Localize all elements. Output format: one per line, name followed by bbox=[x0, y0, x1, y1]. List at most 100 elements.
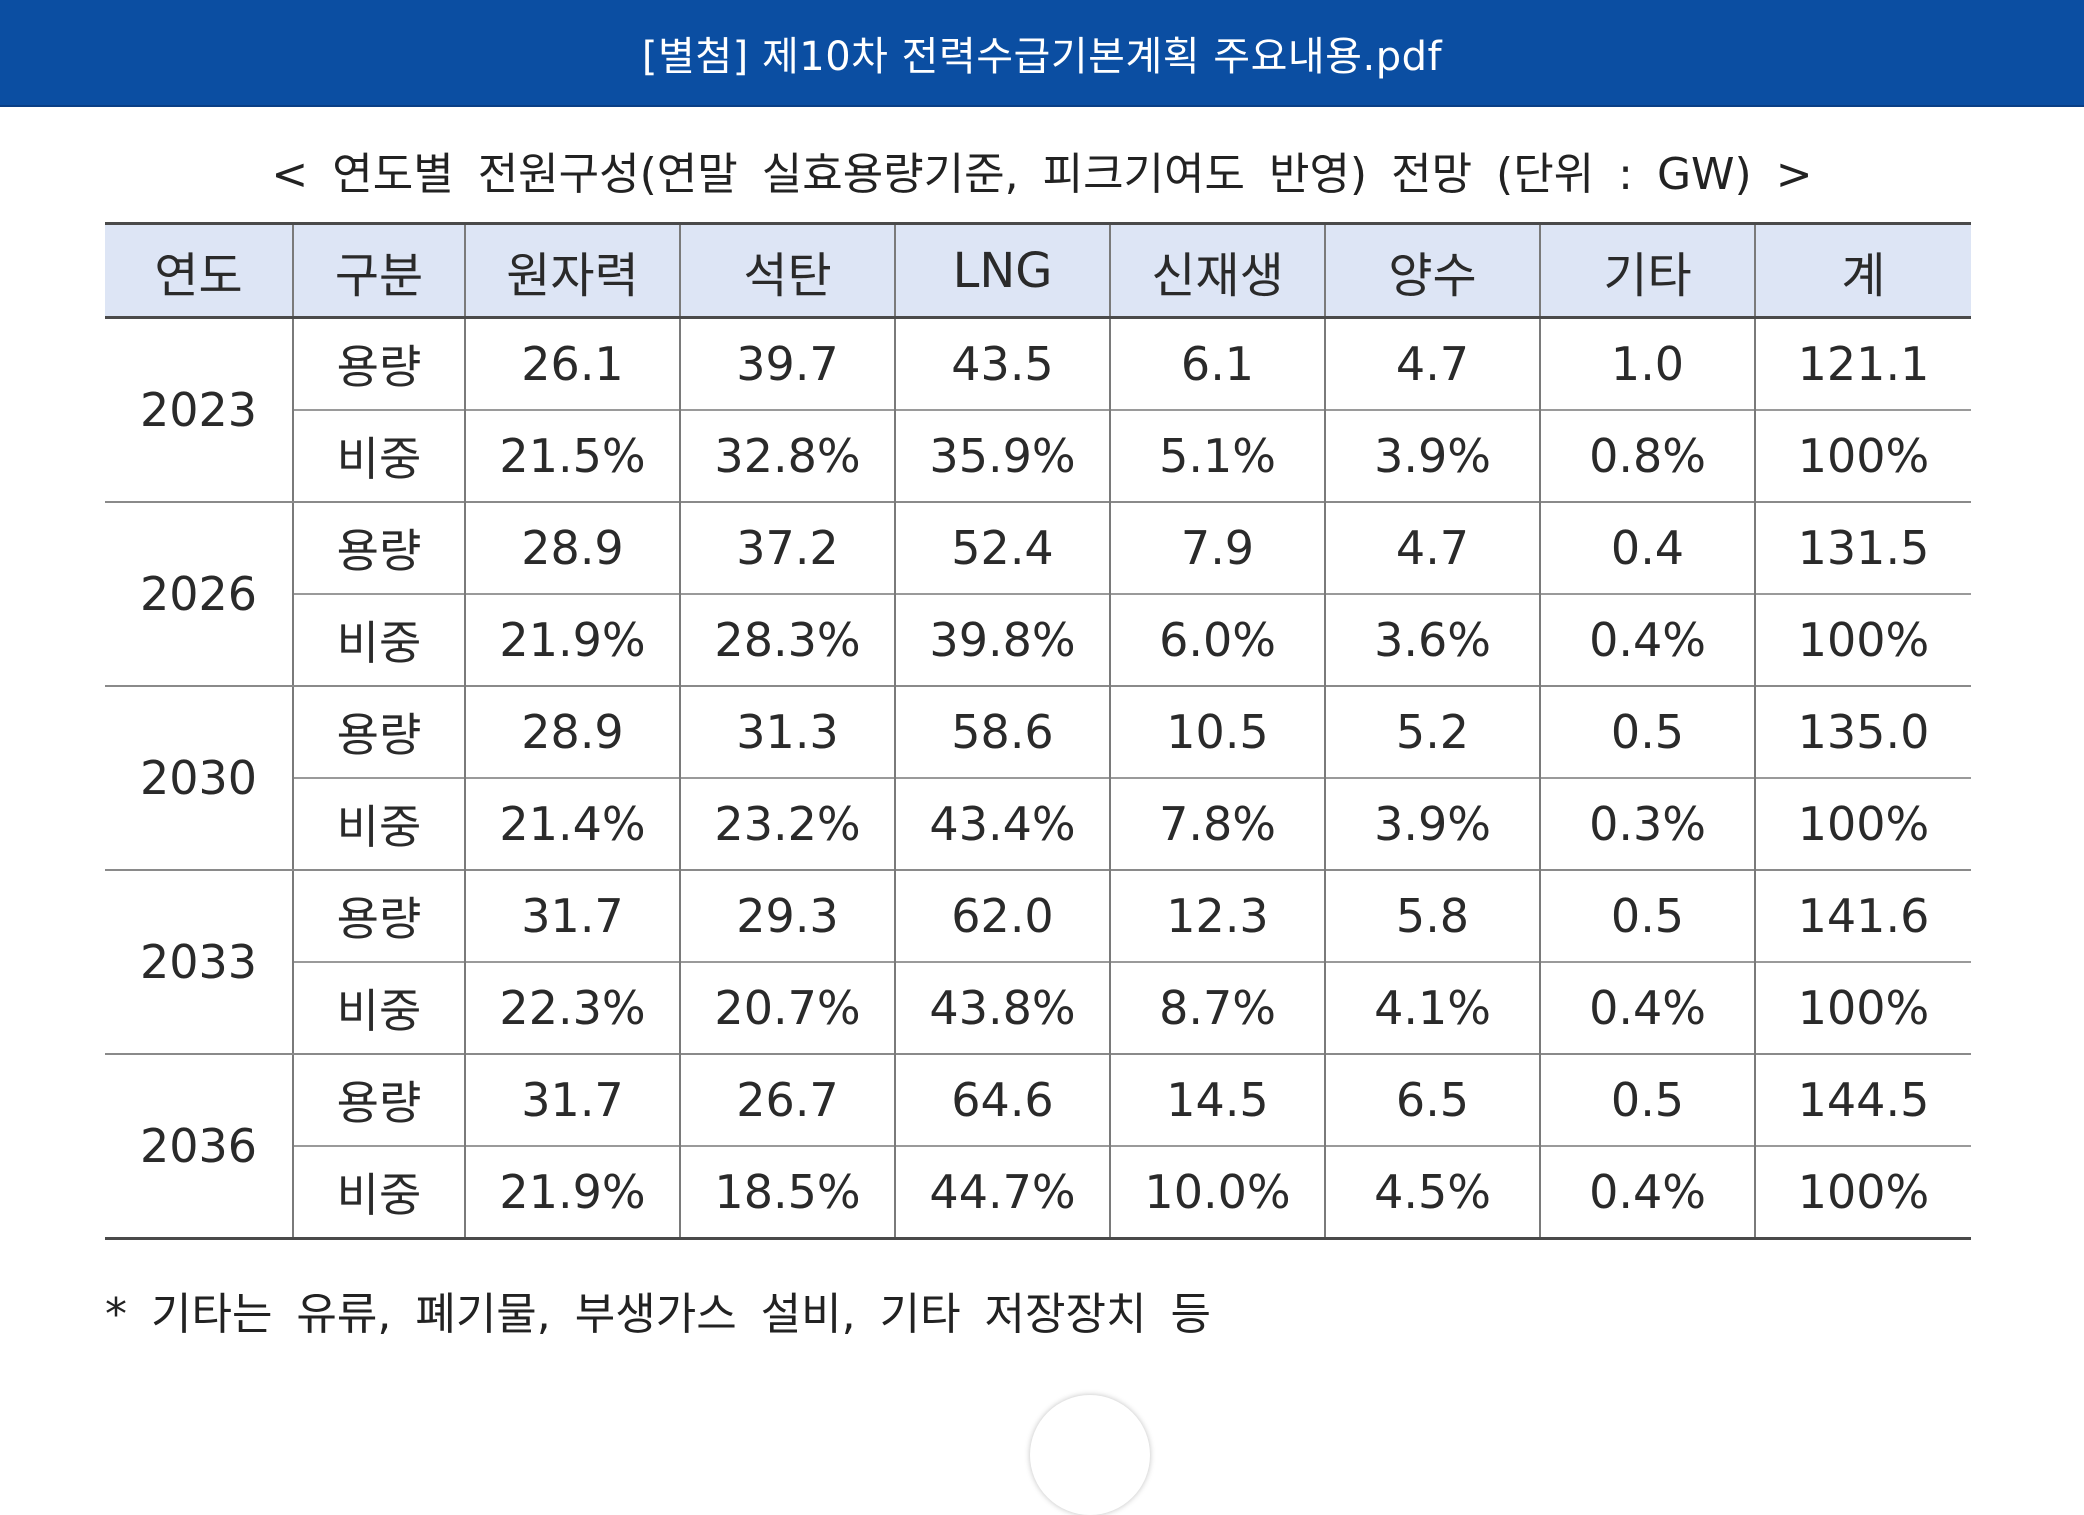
value-cell: 4.7 bbox=[1324, 317, 1540, 410]
value-cell: 21.9% bbox=[464, 593, 680, 686]
value-cell: 23.2% bbox=[679, 777, 895, 870]
value-cell: 26.1 bbox=[464, 317, 680, 410]
year-cell: 2030 bbox=[105, 685, 293, 871]
value-cell: 39.8% bbox=[894, 593, 1110, 686]
table-row: 2023 용량 26.1 39.7 43.5 6.1 4.7 1.0 121.1 bbox=[105, 317, 1971, 503]
column-header-total: 계 bbox=[1754, 222, 1971, 319]
table-row: 2026 용량 28.9 37.2 52.4 7.9 4.7 0.4 131.5 bbox=[105, 501, 1971, 687]
value-cell: 100% bbox=[1754, 961, 1971, 1054]
table-body: 2023 용량 26.1 39.7 43.5 6.1 4.7 1.0 121.1 비중 21.5% 3… bbox=[105, 317, 1971, 1240]
value-cell: 4.7 bbox=[1324, 501, 1540, 594]
table-row: 2033 용량 31.7 29.3 62.0 12.3 5.8 0.5 141.6 bbox=[105, 869, 1971, 1055]
value-cell: 28.3% bbox=[679, 593, 895, 686]
table-row: 비중 21.9% 28.3% 39.8% 6.0% 3.6% 0.4% 100% bbox=[105, 593, 1971, 686]
value-cell: 12.3 bbox=[1109, 869, 1325, 962]
value-cell: 32.8% bbox=[679, 409, 895, 502]
value-cell: 62.0 bbox=[894, 869, 1110, 962]
table-row: 2030 용량 28.9 31.3 58.6 10.5 5.2 0.5 135.0 bbox=[105, 685, 1971, 871]
value-cell: 6.1 bbox=[1109, 317, 1325, 410]
column-header-renewable: 신재생 bbox=[1109, 222, 1325, 319]
kind-cell: 용량 bbox=[292, 501, 465, 594]
value-cell: 37.2 bbox=[679, 501, 895, 594]
year-cell: 2026 bbox=[105, 501, 293, 687]
column-header-year: 연도 bbox=[105, 222, 293, 319]
value-cell: 29.3 bbox=[679, 869, 895, 962]
value-cell: 31.7 bbox=[464, 1053, 680, 1146]
table-header-row: 연도 구분 원자력 석탄 LNG 신재생 양수 기타 계 bbox=[105, 222, 1971, 319]
value-cell: 0.8% bbox=[1539, 409, 1755, 502]
value-cell: 58.6 bbox=[894, 685, 1110, 778]
value-cell: 7.9 bbox=[1109, 501, 1325, 594]
value-cell: 6.5 bbox=[1324, 1053, 1540, 1146]
table-row: 비중 21.4% 23.2% 43.4% 7.8% 3.9% 0.3% 100% bbox=[105, 777, 1971, 870]
table-row: 비중 22.3% 20.7% 43.8% 8.7% 4.1% 0.4% 100% bbox=[105, 961, 1971, 1054]
table-caption: < 연도별 전원구성(연말 실효용량기준, 피크기여도 반영) 전망 (단위 :… bbox=[271, 149, 1813, 200]
value-cell: 5.8 bbox=[1324, 869, 1540, 962]
document-title: [별첨] 제10차 전력수급기본계획 주요내용.pdf bbox=[641, 33, 1443, 80]
value-cell: 21.5% bbox=[464, 409, 680, 502]
table-row: 2036 용량 31.7 26.7 64.6 14.5 6.5 0.5 144.5 bbox=[105, 1053, 1971, 1240]
kind-cell: 비중 bbox=[292, 593, 465, 686]
value-cell: 14.5 bbox=[1109, 1053, 1325, 1146]
year-cell: 2036 bbox=[105, 1053, 293, 1240]
kind-cell: 용량 bbox=[292, 869, 465, 962]
column-header-pumped-storage: 양수 bbox=[1324, 222, 1540, 319]
value-cell: 5.2 bbox=[1324, 685, 1540, 778]
value-cell: 0.5 bbox=[1539, 685, 1755, 778]
value-cell: 18.5% bbox=[679, 1145, 895, 1240]
value-cell: 0.3% bbox=[1539, 777, 1755, 870]
value-cell: 39.7 bbox=[679, 317, 895, 410]
value-cell: 0.4% bbox=[1539, 593, 1755, 686]
value-cell: 21.9% bbox=[464, 1145, 680, 1240]
value-cell: 121.1 bbox=[1754, 317, 1971, 410]
value-cell: 44.7% bbox=[894, 1145, 1110, 1240]
value-cell: 135.0 bbox=[1754, 685, 1971, 778]
value-cell: 10.0% bbox=[1109, 1145, 1325, 1240]
kind-cell: 비중 bbox=[292, 961, 465, 1054]
column-header-coal: 석탄 bbox=[679, 222, 895, 319]
kind-cell: 비중 bbox=[292, 777, 465, 870]
value-cell: 28.9 bbox=[464, 501, 680, 594]
value-cell: 3.9% bbox=[1324, 777, 1540, 870]
value-cell: 0.4% bbox=[1539, 1145, 1755, 1240]
footnote: * 기타는 유류, 폐기물, 부생가스 설비, 기타 저장장치 등 bbox=[105, 1289, 1211, 1340]
scroll-handle[interactable] bbox=[1030, 1395, 1150, 1515]
value-cell: 20.7% bbox=[679, 961, 895, 1054]
document-title-bar: [별첨] 제10차 전력수급기본계획 주요내용.pdf bbox=[0, 0, 2084, 107]
year-cell: 2023 bbox=[105, 317, 293, 503]
value-cell: 0.5 bbox=[1539, 869, 1755, 962]
value-cell: 100% bbox=[1754, 777, 1971, 870]
value-cell: 4.1% bbox=[1324, 961, 1540, 1054]
kind-cell: 비중 bbox=[292, 1145, 465, 1240]
value-cell: 0.5 bbox=[1539, 1053, 1755, 1146]
year-cell: 2033 bbox=[105, 869, 293, 1055]
value-cell: 100% bbox=[1754, 593, 1971, 686]
value-cell: 35.9% bbox=[894, 409, 1110, 502]
value-cell: 52.4 bbox=[894, 501, 1110, 594]
value-cell: 0.4 bbox=[1539, 501, 1755, 594]
value-cell: 3.9% bbox=[1324, 409, 1540, 502]
value-cell: 6.0% bbox=[1109, 593, 1325, 686]
value-cell: 43.5 bbox=[894, 317, 1110, 410]
value-cell: 7.8% bbox=[1109, 777, 1325, 870]
table-row: 비중 21.5% 32.8% 35.9% 5.1% 3.9% 0.8% 100% bbox=[105, 409, 1971, 502]
power-mix-table: 연도 구분 원자력 석탄 LNG 신재생 양수 기타 계 2023 용량 26.1 3… bbox=[105, 222, 1971, 1240]
value-cell: 31.3 bbox=[679, 685, 895, 778]
value-cell: 100% bbox=[1754, 1145, 1971, 1240]
value-cell: 144.5 bbox=[1754, 1053, 1971, 1146]
value-cell: 1.0 bbox=[1539, 317, 1755, 410]
value-cell: 22.3% bbox=[464, 961, 680, 1054]
value-cell: 3.6% bbox=[1324, 593, 1540, 686]
column-header-kind: 구분 bbox=[292, 222, 465, 319]
kind-cell: 용량 bbox=[292, 1053, 465, 1146]
kind-cell: 용량 bbox=[292, 685, 465, 778]
value-cell: 131.5 bbox=[1754, 501, 1971, 594]
value-cell: 28.9 bbox=[464, 685, 680, 778]
value-cell: 10.5 bbox=[1109, 685, 1325, 778]
value-cell: 4.5% bbox=[1324, 1145, 1540, 1240]
value-cell: 64.6 bbox=[894, 1053, 1110, 1146]
value-cell: 5.1% bbox=[1109, 409, 1325, 502]
value-cell: 43.8% bbox=[894, 961, 1110, 1054]
value-cell: 26.7 bbox=[679, 1053, 895, 1146]
table-row: 비중 21.9% 18.5% 44.7% 10.0% 4.5% 0.4% 100% bbox=[105, 1145, 1971, 1240]
